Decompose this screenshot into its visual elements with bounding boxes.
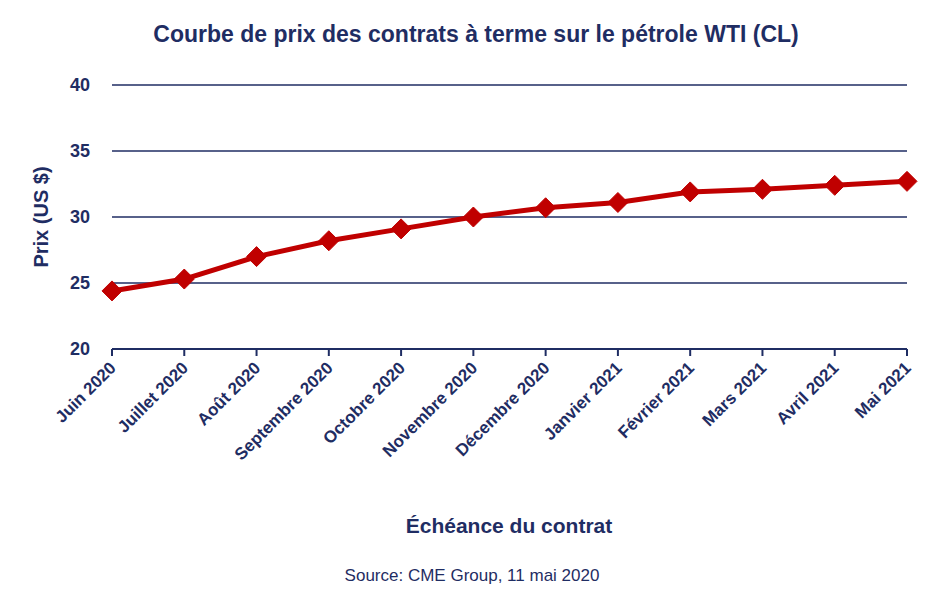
x-tick-label: Février 2021 bbox=[614, 358, 698, 442]
grid-line bbox=[112, 84, 907, 85]
data-point bbox=[608, 192, 628, 212]
x-tick bbox=[111, 349, 113, 356]
y-tick-label: 40 bbox=[70, 75, 90, 95]
grid-line bbox=[112, 150, 907, 151]
x-tick-label: Août 2020 bbox=[193, 358, 264, 429]
x-tick bbox=[328, 349, 330, 356]
x-tick-label: Janvier 2021 bbox=[540, 358, 626, 444]
x-tick bbox=[617, 349, 619, 356]
chart-container: Courbe de prix des contrats à terme sur … bbox=[0, 0, 952, 595]
y-tick-label: 30 bbox=[70, 207, 90, 227]
x-tick-label: Mars 2021 bbox=[699, 358, 771, 430]
y-tick-label: 25 bbox=[70, 273, 90, 293]
y-axis-label: Prix (US $) bbox=[30, 166, 52, 267]
data-point bbox=[897, 171, 917, 191]
series-group bbox=[102, 171, 917, 301]
data-point bbox=[174, 269, 194, 289]
x-tick bbox=[545, 349, 547, 356]
x-tick bbox=[906, 349, 908, 356]
price-line bbox=[112, 181, 907, 291]
x-tick-label: Décembre 2020 bbox=[452, 358, 554, 460]
x-tick-label: Juillet 2020 bbox=[114, 358, 192, 436]
data-point bbox=[825, 175, 845, 195]
x-tick-label: Juin 2020 bbox=[52, 358, 120, 426]
y-tick-label: 20 bbox=[70, 339, 90, 359]
title: Courbe de prix des contrats à terme sur … bbox=[153, 21, 798, 47]
x-tick-label: Septembre 2020 bbox=[231, 358, 337, 464]
chart-svg: Courbe de prix des contrats à terme sur … bbox=[0, 0, 952, 595]
data-point bbox=[391, 219, 411, 239]
data-point bbox=[102, 281, 122, 301]
source-note: Source: CME Group, 11 mai 2020 bbox=[345, 566, 600, 585]
x-tick bbox=[256, 349, 258, 356]
data-point bbox=[752, 179, 772, 199]
grid-line bbox=[112, 216, 907, 217]
grid-line bbox=[112, 282, 907, 283]
x-tick-label: Mai 2021 bbox=[851, 358, 915, 422]
data-point bbox=[319, 231, 339, 251]
x-tick bbox=[400, 349, 402, 356]
x-axis-label: Échéance du contrat bbox=[406, 514, 613, 537]
data-point bbox=[463, 207, 483, 227]
x-tick bbox=[183, 349, 185, 356]
x-tick bbox=[761, 349, 763, 356]
y-tick-label: 35 bbox=[70, 141, 90, 161]
x-tick bbox=[472, 349, 474, 356]
x-axis-line bbox=[112, 348, 907, 350]
x-tick-label: Avril 2021 bbox=[773, 358, 843, 428]
x-tick bbox=[834, 349, 836, 356]
data-point bbox=[536, 198, 556, 218]
x-tick bbox=[689, 349, 691, 356]
grid bbox=[112, 85, 907, 349]
data-point bbox=[247, 247, 267, 267]
data-point bbox=[680, 182, 700, 202]
